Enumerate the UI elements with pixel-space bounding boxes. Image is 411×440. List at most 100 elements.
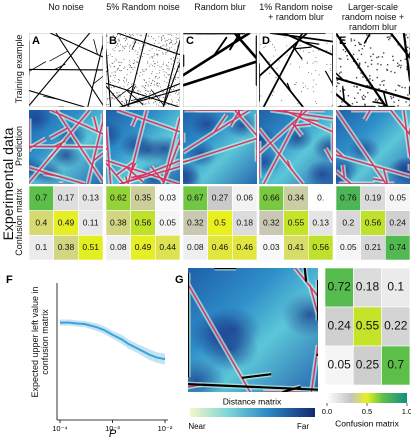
noise-dot [134, 67, 136, 69]
crack [259, 50, 304, 107]
noise-dot [112, 48, 114, 50]
matrix-value: 0.49 [135, 242, 152, 252]
noise-dot [160, 46, 161, 48]
noise-dot [107, 41, 109, 43]
noise-dot [299, 49, 301, 51]
matrix-value: 0.51 [82, 242, 99, 252]
noise-dot [157, 54, 159, 56]
row-label: Confusion matrix [14, 188, 24, 256]
matrix-cell [53, 185, 79, 211]
matrix-value: 0.27 [212, 193, 229, 203]
noise-dot [130, 71, 132, 73]
noise-dot [177, 70, 179, 72]
noise-dot [120, 70, 122, 72]
predicted-crack [162, 117, 180, 184]
noise-dot [352, 60, 355, 63]
noise-dot [363, 45, 366, 47]
panel-letter: G [175, 274, 184, 286]
noise-dot [143, 39, 145, 41]
noise-dot [112, 35, 114, 37]
far-region [259, 149, 281, 176]
matrix-cell [155, 235, 181, 261]
matrix-value: 0.35 [135, 193, 152, 203]
predicted-crack [150, 166, 165, 183]
noise-dot [388, 36, 390, 38]
noise-dot [350, 38, 353, 40]
noise-dot [392, 55, 394, 58]
noise-dot [153, 84, 155, 86]
noise-dot [162, 45, 164, 47]
noise-dot [151, 73, 152, 75]
noise-dot [129, 65, 131, 66]
crack [150, 89, 164, 106]
noise-dot [170, 40, 172, 42]
noise-dot [175, 34, 177, 36]
noise-dot [146, 94, 148, 96]
crack [130, 96, 147, 102]
noise-dot [176, 42, 178, 43]
matrix-cell [105, 210, 131, 236]
noise-dot [394, 71, 396, 74]
noise-dot [154, 43, 155, 44]
noise-dot [118, 97, 120, 99]
noise-dot [175, 51, 177, 52]
y-axis-label: Expected upper left value in confusion m… [30, 286, 50, 398]
noise-dot [157, 85, 158, 87]
noise-dot [392, 59, 395, 61]
near-halo [188, 315, 191, 321]
noise-dot [118, 40, 120, 42]
noise-dot [299, 66, 300, 68]
noise-dot [131, 67, 133, 68]
noise-dot [157, 77, 159, 79]
noise-dot [167, 51, 168, 53]
noise-dot [175, 43, 177, 44]
noise-dot [277, 73, 279, 74]
noise-dot [338, 72, 341, 74]
crack [336, 72, 345, 81]
noise-dot [330, 91, 332, 93]
predicted-crack [53, 140, 66, 148]
far-region [305, 160, 333, 184]
noise-dot [121, 101, 123, 102]
matrix-cell [385, 235, 411, 261]
matrix-cell [207, 235, 233, 261]
noise-dot [123, 38, 125, 39]
noise-dot [144, 87, 145, 88]
matrix-cell [258, 210, 284, 236]
noise-dot [326, 43, 328, 44]
noise-dot [126, 74, 128, 76]
noise-dot [177, 76, 179, 78]
noise-dot [150, 63, 152, 65]
noise-dot [139, 47, 140, 49]
noise-dot [353, 97, 356, 100]
noise-dot [164, 41, 166, 43]
noise-dot [360, 43, 362, 46]
predicted-crack [48, 143, 63, 159]
crack [116, 33, 180, 56]
column-title: 5% Random noise [106, 2, 180, 12]
noise-dot [149, 99, 151, 101]
noise-dot [358, 43, 361, 45]
noise-dot [152, 94, 154, 96]
noise-dot [338, 82, 340, 85]
noise-dot [276, 68, 278, 69]
noise-dot [142, 95, 144, 97]
noise-dot [294, 84, 295, 85]
noise-dot [137, 73, 138, 74]
noise-dot [178, 37, 180, 39]
noise-dot [313, 90, 315, 92]
noise-dot [177, 65, 179, 67]
noise-dot [152, 57, 153, 59]
matrix-cell [308, 235, 334, 261]
column-title: Random blur [194, 2, 246, 12]
noise-dot [400, 64, 402, 67]
noise-dot [116, 45, 117, 46]
noise-dot [118, 70, 120, 71]
predicted-crack [336, 110, 387, 184]
noise-dot [117, 45, 119, 47]
predicted-crack [29, 138, 47, 150]
crack [125, 99, 128, 106]
noise-dot [343, 89, 346, 91]
noise-dot [165, 104, 167, 105]
predicted-crack [106, 159, 180, 184]
